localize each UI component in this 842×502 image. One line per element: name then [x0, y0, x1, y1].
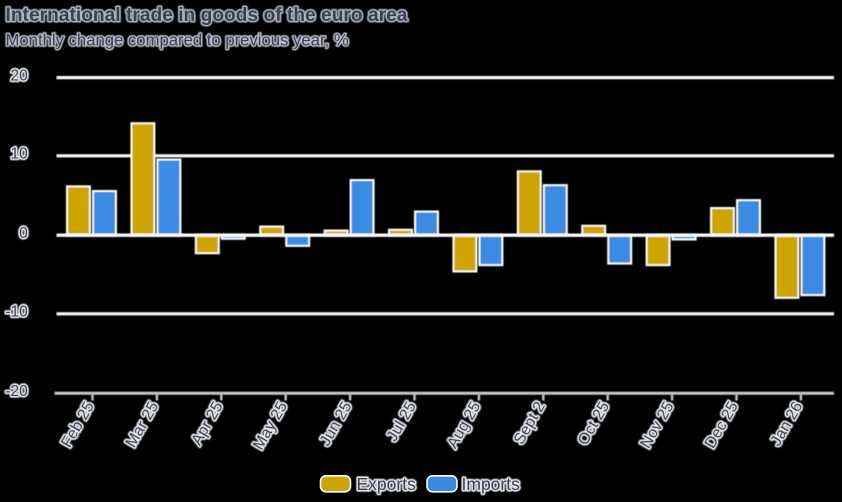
svg-text:-20: -20 [5, 383, 28, 400]
svg-text:0: 0 [19, 225, 28, 242]
svg-text:Exports: Exports [357, 474, 417, 494]
svg-text:Imports: Imports [462, 474, 521, 494]
svg-text:International trade in goods o: International trade in goods of the euro… [6, 5, 408, 26]
svg-text:20: 20 [11, 67, 29, 84]
svg-text:20: 20 [11, 67, 29, 84]
svg-text:0: 0 [19, 225, 28, 242]
svg-text:-10: -10 [5, 304, 28, 321]
svg-text:10: 10 [11, 146, 29, 163]
svg-text:Exports: Exports [357, 474, 417, 494]
svg-text:-20: -20 [5, 383, 28, 400]
svg-text:Monthly change compared to pre: Monthly change compared to previous year… [6, 31, 349, 50]
svg-text:-10: -10 [5, 304, 28, 321]
svg-text:Imports: Imports [462, 474, 521, 494]
svg-text:10: 10 [11, 146, 29, 163]
svg-text:International trade in goods o: International trade in goods of the euro… [6, 5, 408, 26]
svg-text:Monthly change compared to pre: Monthly change compared to previous year… [6, 31, 349, 50]
